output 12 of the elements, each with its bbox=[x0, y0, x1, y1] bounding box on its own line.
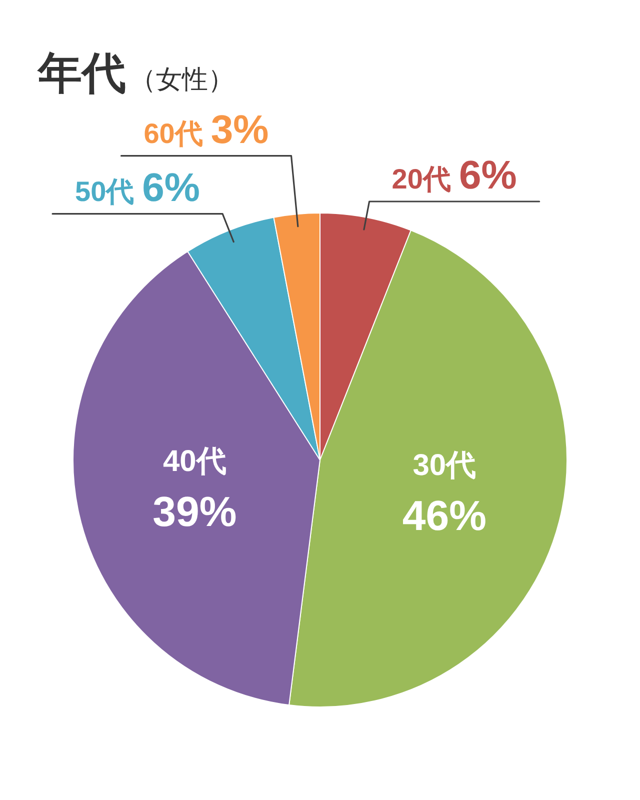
slice-label: 60代 bbox=[144, 118, 203, 149]
slice-label: 20代 bbox=[392, 164, 451, 195]
slice-label: 40代 bbox=[162, 445, 226, 478]
slice-label: 50代 bbox=[75, 176, 134, 207]
data-label: 39% bbox=[152, 488, 237, 536]
data-label: 6% bbox=[458, 154, 517, 198]
chart-subtitle: （女性） bbox=[130, 64, 234, 94]
data-label: 3% bbox=[210, 108, 269, 152]
data-label: 46% bbox=[402, 492, 486, 539]
slice-label: 30代 bbox=[412, 448, 476, 482]
chart-title: 年代 bbox=[37, 49, 126, 98]
data-label: 6% bbox=[142, 166, 200, 210]
